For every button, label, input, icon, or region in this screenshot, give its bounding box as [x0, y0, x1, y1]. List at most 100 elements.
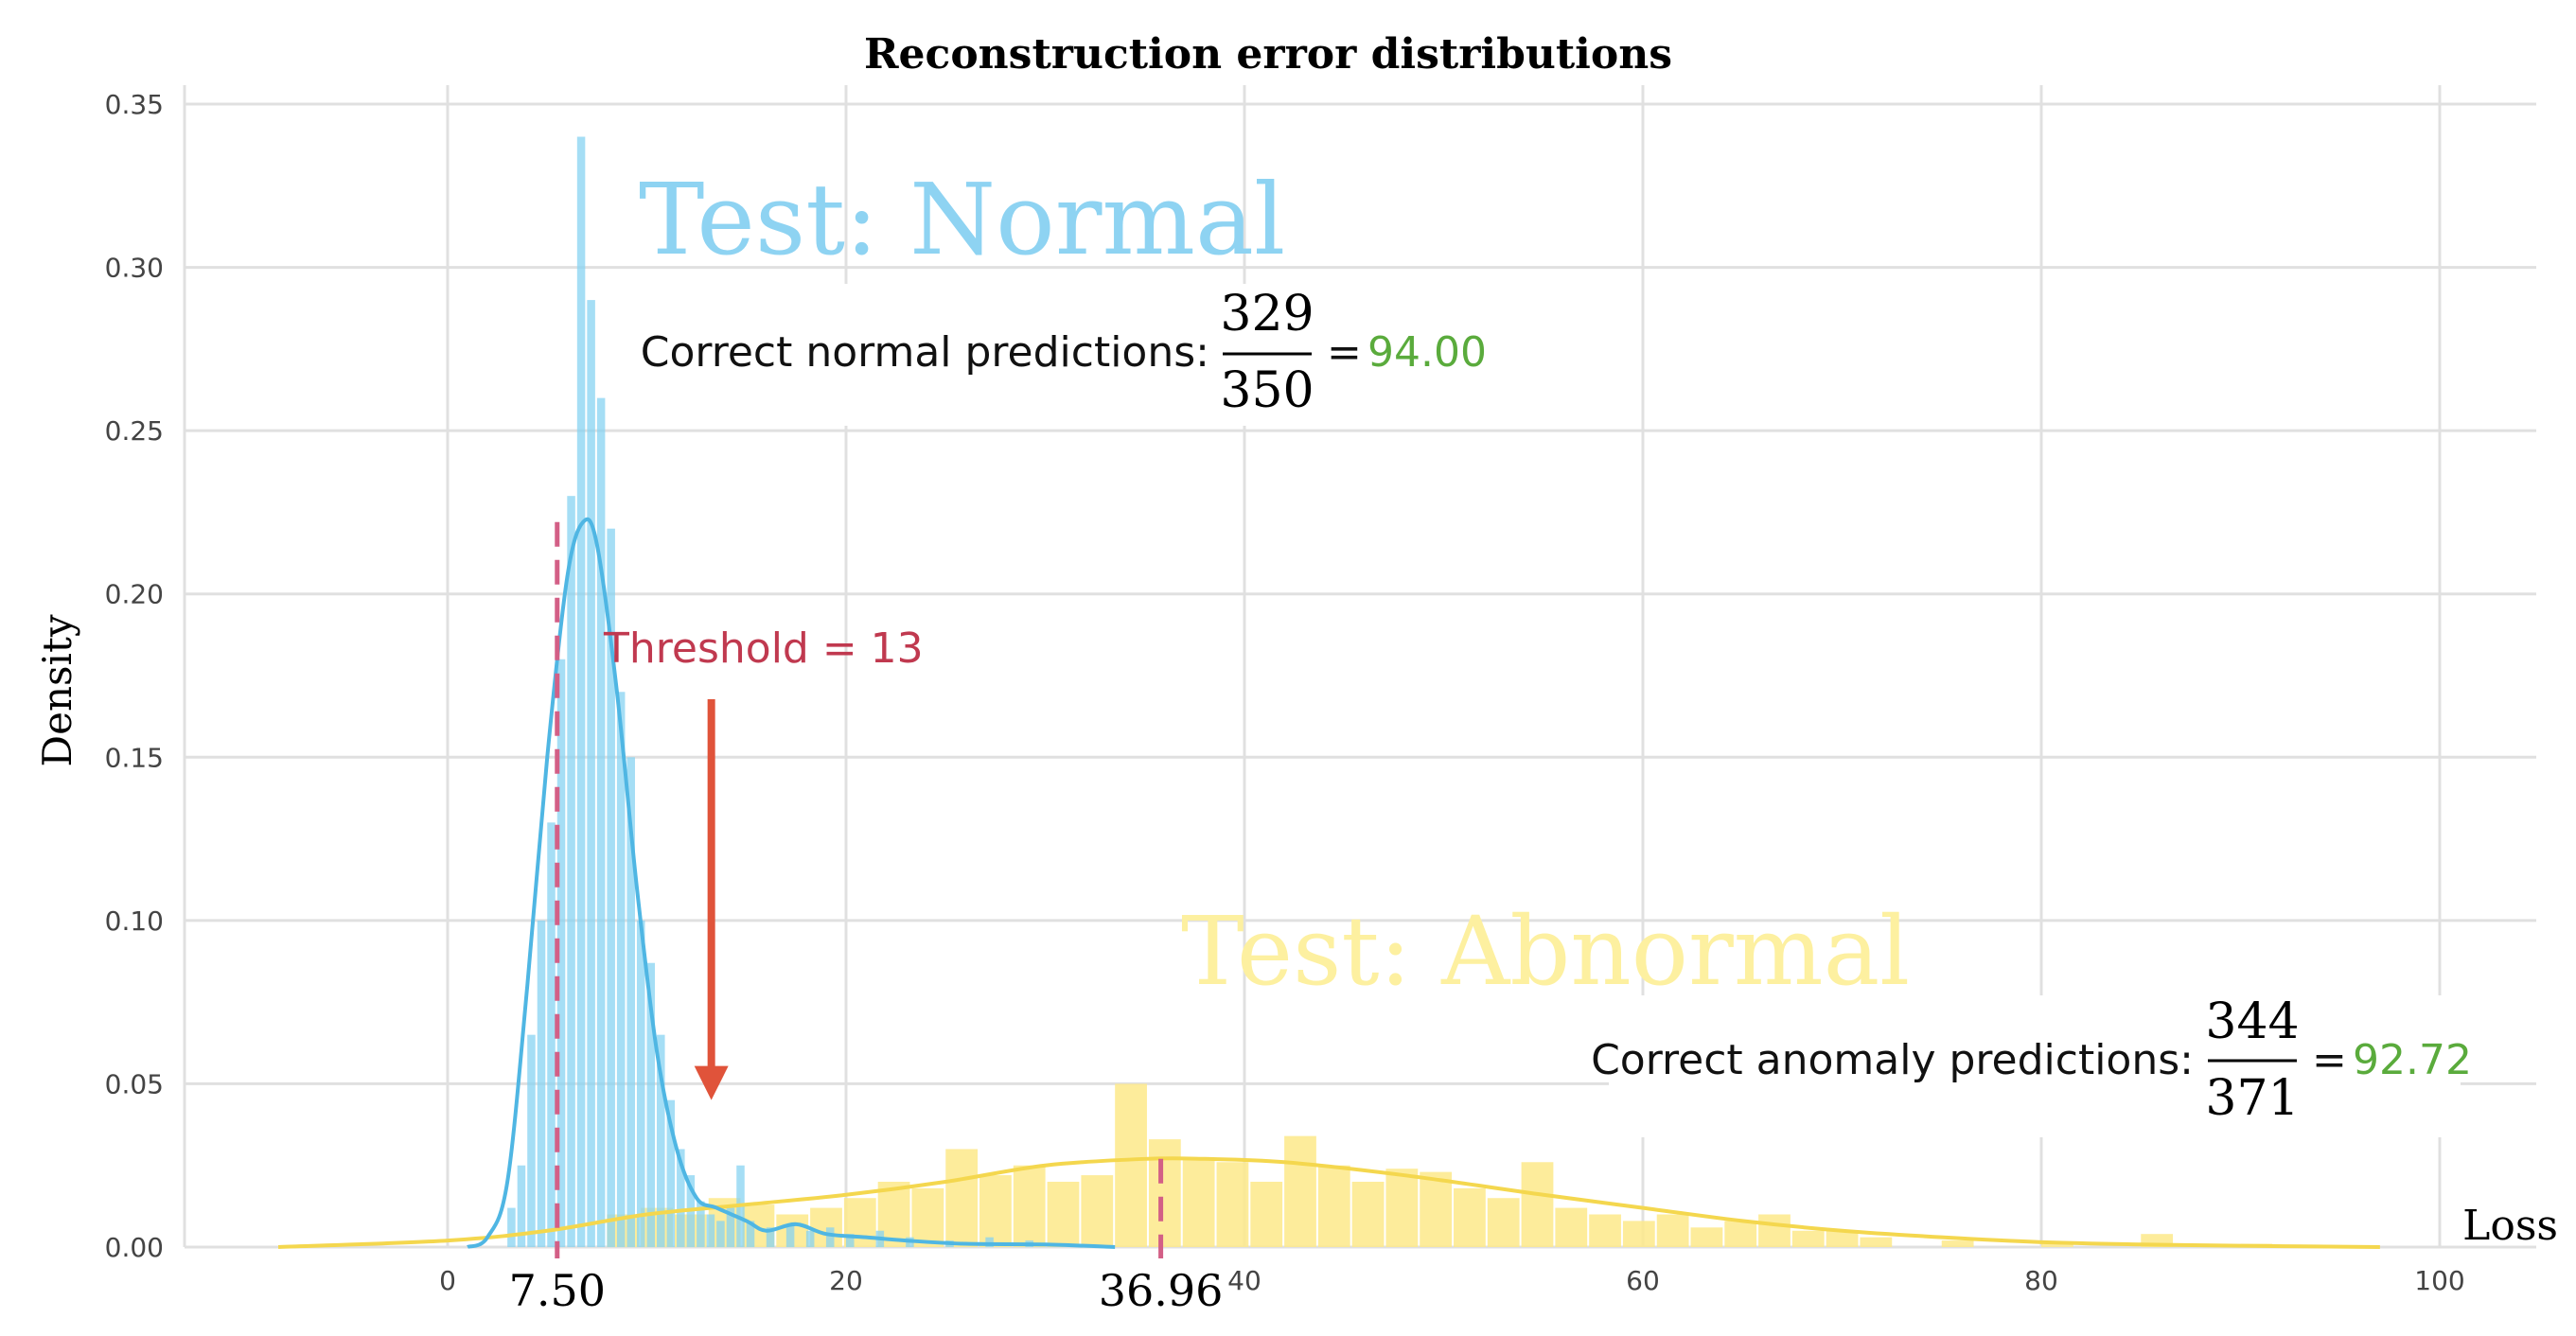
histogram-bar [825, 1227, 835, 1247]
y-tick-label: 0.35 [105, 89, 164, 120]
x-tick-label: 0 [439, 1265, 456, 1296]
anomaly-numerator: 344 [2205, 993, 2299, 1050]
y-tick-label: 0.20 [105, 579, 164, 610]
histogram-bar [697, 1201, 705, 1247]
histogram-bar [537, 920, 546, 1247]
histogram-bar [1555, 1207, 1588, 1247]
histogram-bar [636, 920, 645, 1247]
histogram-bar [1521, 1162, 1554, 1247]
abnormal-kde-curve [277, 1156, 2380, 1249]
histogram-bar [1250, 1181, 1283, 1247]
histogram-bar [1487, 1198, 1520, 1247]
histogram-bar [547, 822, 556, 1247]
histogram-bar [985, 1237, 994, 1247]
histogram-bar [576, 136, 586, 1247]
histogram-bar [1115, 1083, 1147, 1247]
y-axis-label: Density [34, 614, 80, 766]
histogram-bar [1385, 1169, 1419, 1247]
histogram-bar [646, 962, 656, 1247]
histogram-bar [1622, 1221, 1655, 1247]
histogram-bar [766, 1227, 775, 1247]
y-tick-label: 0.05 [105, 1068, 164, 1099]
normal-mean-label: 7.50 [509, 1265, 606, 1316]
y-tick-label: 0.30 [105, 253, 164, 284]
histogram-bar [1454, 1187, 1486, 1247]
histogram-bar [746, 1221, 755, 1247]
x-axis-ticks: 0 20 40 60 80 100 [439, 1265, 2465, 1296]
histogram-bar [1690, 1227, 1723, 1247]
x-axis-label: Loss [2462, 1202, 2558, 1250]
histogram-bar [1420, 1171, 1453, 1247]
abnormal-title: Test: Abnormal [1181, 896, 1910, 1007]
histogram-bar [805, 1230, 815, 1247]
normal-numerator: 329 [1220, 286, 1314, 343]
histogram-bar [527, 1034, 536, 1247]
histogram-bar [1724, 1221, 1757, 1247]
anomaly-denominator: 371 [2205, 1070, 2299, 1127]
normal-title: Test: Normal [639, 162, 1285, 277]
normal-kde-curve [467, 517, 1116, 1249]
normal-predictions-annotation: Correct normal predictions: 329 350 = 94… [641, 284, 1487, 426]
histogram-bar [706, 1214, 715, 1247]
histogram-bar [1284, 1135, 1316, 1247]
x-tick-label: 40 [1227, 1265, 1262, 1296]
anomaly-result: 92.72 [2353, 1036, 2472, 1084]
y-tick-label: 0.10 [105, 905, 164, 937]
threshold-label: Threshold = 13 [603, 624, 924, 673]
histogram-bar [616, 692, 626, 1247]
x-tick-label: 20 [829, 1265, 863, 1296]
y-tick-label: 0.15 [105, 742, 164, 773]
histogram-bar [785, 1223, 795, 1247]
normal-denominator: 350 [1220, 362, 1314, 419]
histogram-bar [1182, 1158, 1215, 1247]
histogram-bar [666, 1099, 676, 1247]
abnormal-mean-label: 36.96 [1099, 1265, 1224, 1316]
histogram-bar [1791, 1230, 1825, 1247]
histogram-bar [1047, 1181, 1080, 1247]
histogram-bar [1860, 1237, 1893, 1247]
chart-title: Reconstruction error distributions [864, 30, 1672, 79]
y-tick-label: 0.25 [105, 415, 164, 447]
x-tick-label: 60 [1626, 1265, 1660, 1296]
normal-result: 94.00 [1367, 328, 1487, 377]
normal-equals: = [1327, 328, 1362, 377]
anomaly-predictions-annotation: Correct anomaly predictions: 344 371 = 9… [1591, 993, 2472, 1137]
histogram-bar [1656, 1214, 1689, 1247]
x-tick-label: 80 [2024, 1265, 2058, 1296]
histogram-bar [626, 757, 635, 1247]
histogram-bar [517, 1165, 526, 1247]
histogram-bar [657, 1034, 665, 1247]
histogram-bar [945, 1149, 979, 1247]
anomaly-predictions-text: Correct anomaly predictions: [1591, 1036, 2194, 1084]
histogram-bar [1081, 1175, 1114, 1247]
histogram-bar [677, 1149, 685, 1247]
y-axis-ticks: 0.00 0.05 0.10 0.15 0.20 0.25 0.30 0.35 [105, 89, 164, 1263]
histogram-bar [1941, 1240, 1974, 1247]
histogram-bar [1317, 1165, 1350, 1247]
threshold-arrow [694, 699, 729, 1100]
histogram-bar [556, 659, 566, 1247]
histogram-bar [1013, 1165, 1046, 1247]
y-tick-label: 0.00 [105, 1232, 164, 1263]
histogram-bar [507, 1207, 516, 1247]
normal-histogram [507, 136, 1033, 1248]
histogram-bar [1826, 1230, 1859, 1247]
histogram-bar [1351, 1181, 1385, 1247]
histogram-bar [1216, 1162, 1249, 1247]
histogram-bar [1148, 1139, 1181, 1247]
histogram-bar [567, 496, 575, 1247]
histogram-bar [1589, 1214, 1621, 1247]
x-tick-label: 100 [2414, 1265, 2464, 1296]
histogram-bar [979, 1175, 1012, 1247]
histogram-bar [846, 1234, 855, 1247]
histogram-bar [2041, 1243, 2073, 1247]
histogram-bar [1758, 1214, 1791, 1247]
histogram-bar [716, 1221, 725, 1247]
anomaly-equals: = [2312, 1036, 2347, 1084]
histogram-bar [596, 397, 606, 1248]
histogram-bar [911, 1187, 944, 1247]
mean-markers: 7.50 36.96 [509, 521, 1224, 1316]
histogram-bar [726, 1207, 735, 1247]
histogram-bar [587, 300, 595, 1248]
